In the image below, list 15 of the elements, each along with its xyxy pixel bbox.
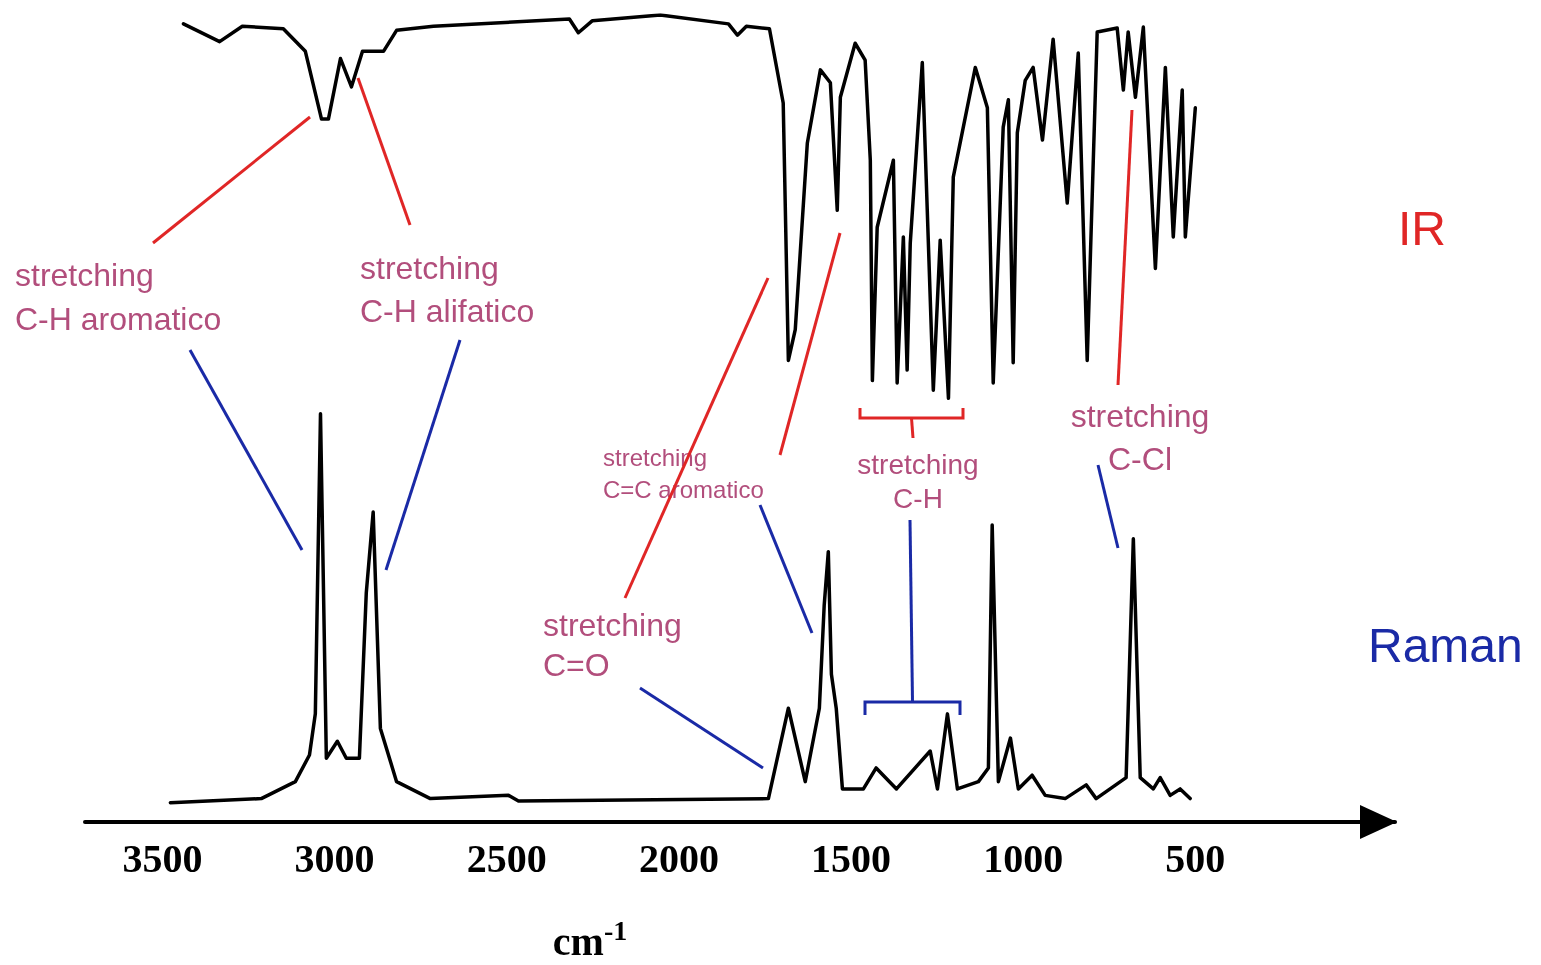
annotation: stretching C-H aromatico <box>15 257 222 337</box>
x-tick-label: 1500 <box>811 835 892 881</box>
text: IR <box>1398 202 1446 255</box>
x-axis-title: cm$^{-1}$ <box>552 914 628 964</box>
x-tick-label: 500 <box>1165 835 1226 881</box>
x-tick-label: 2000 <box>638 835 719 881</box>
x-tick-label: 1000 <box>983 835 1064 881</box>
annotation: stretching C-H <box>857 449 979 514</box>
annotation: stretching C=O <box>543 607 682 683</box>
x-tick-label: 3000 <box>294 835 375 881</box>
x-tick-label: 2500 <box>466 835 547 881</box>
x-tick-label: 3500 <box>122 835 203 881</box>
annotation: stretching C-Cl <box>1070 398 1210 477</box>
annotation: stretching C-H alifatico <box>360 250 535 329</box>
text: Raman <box>1368 619 1523 672</box>
